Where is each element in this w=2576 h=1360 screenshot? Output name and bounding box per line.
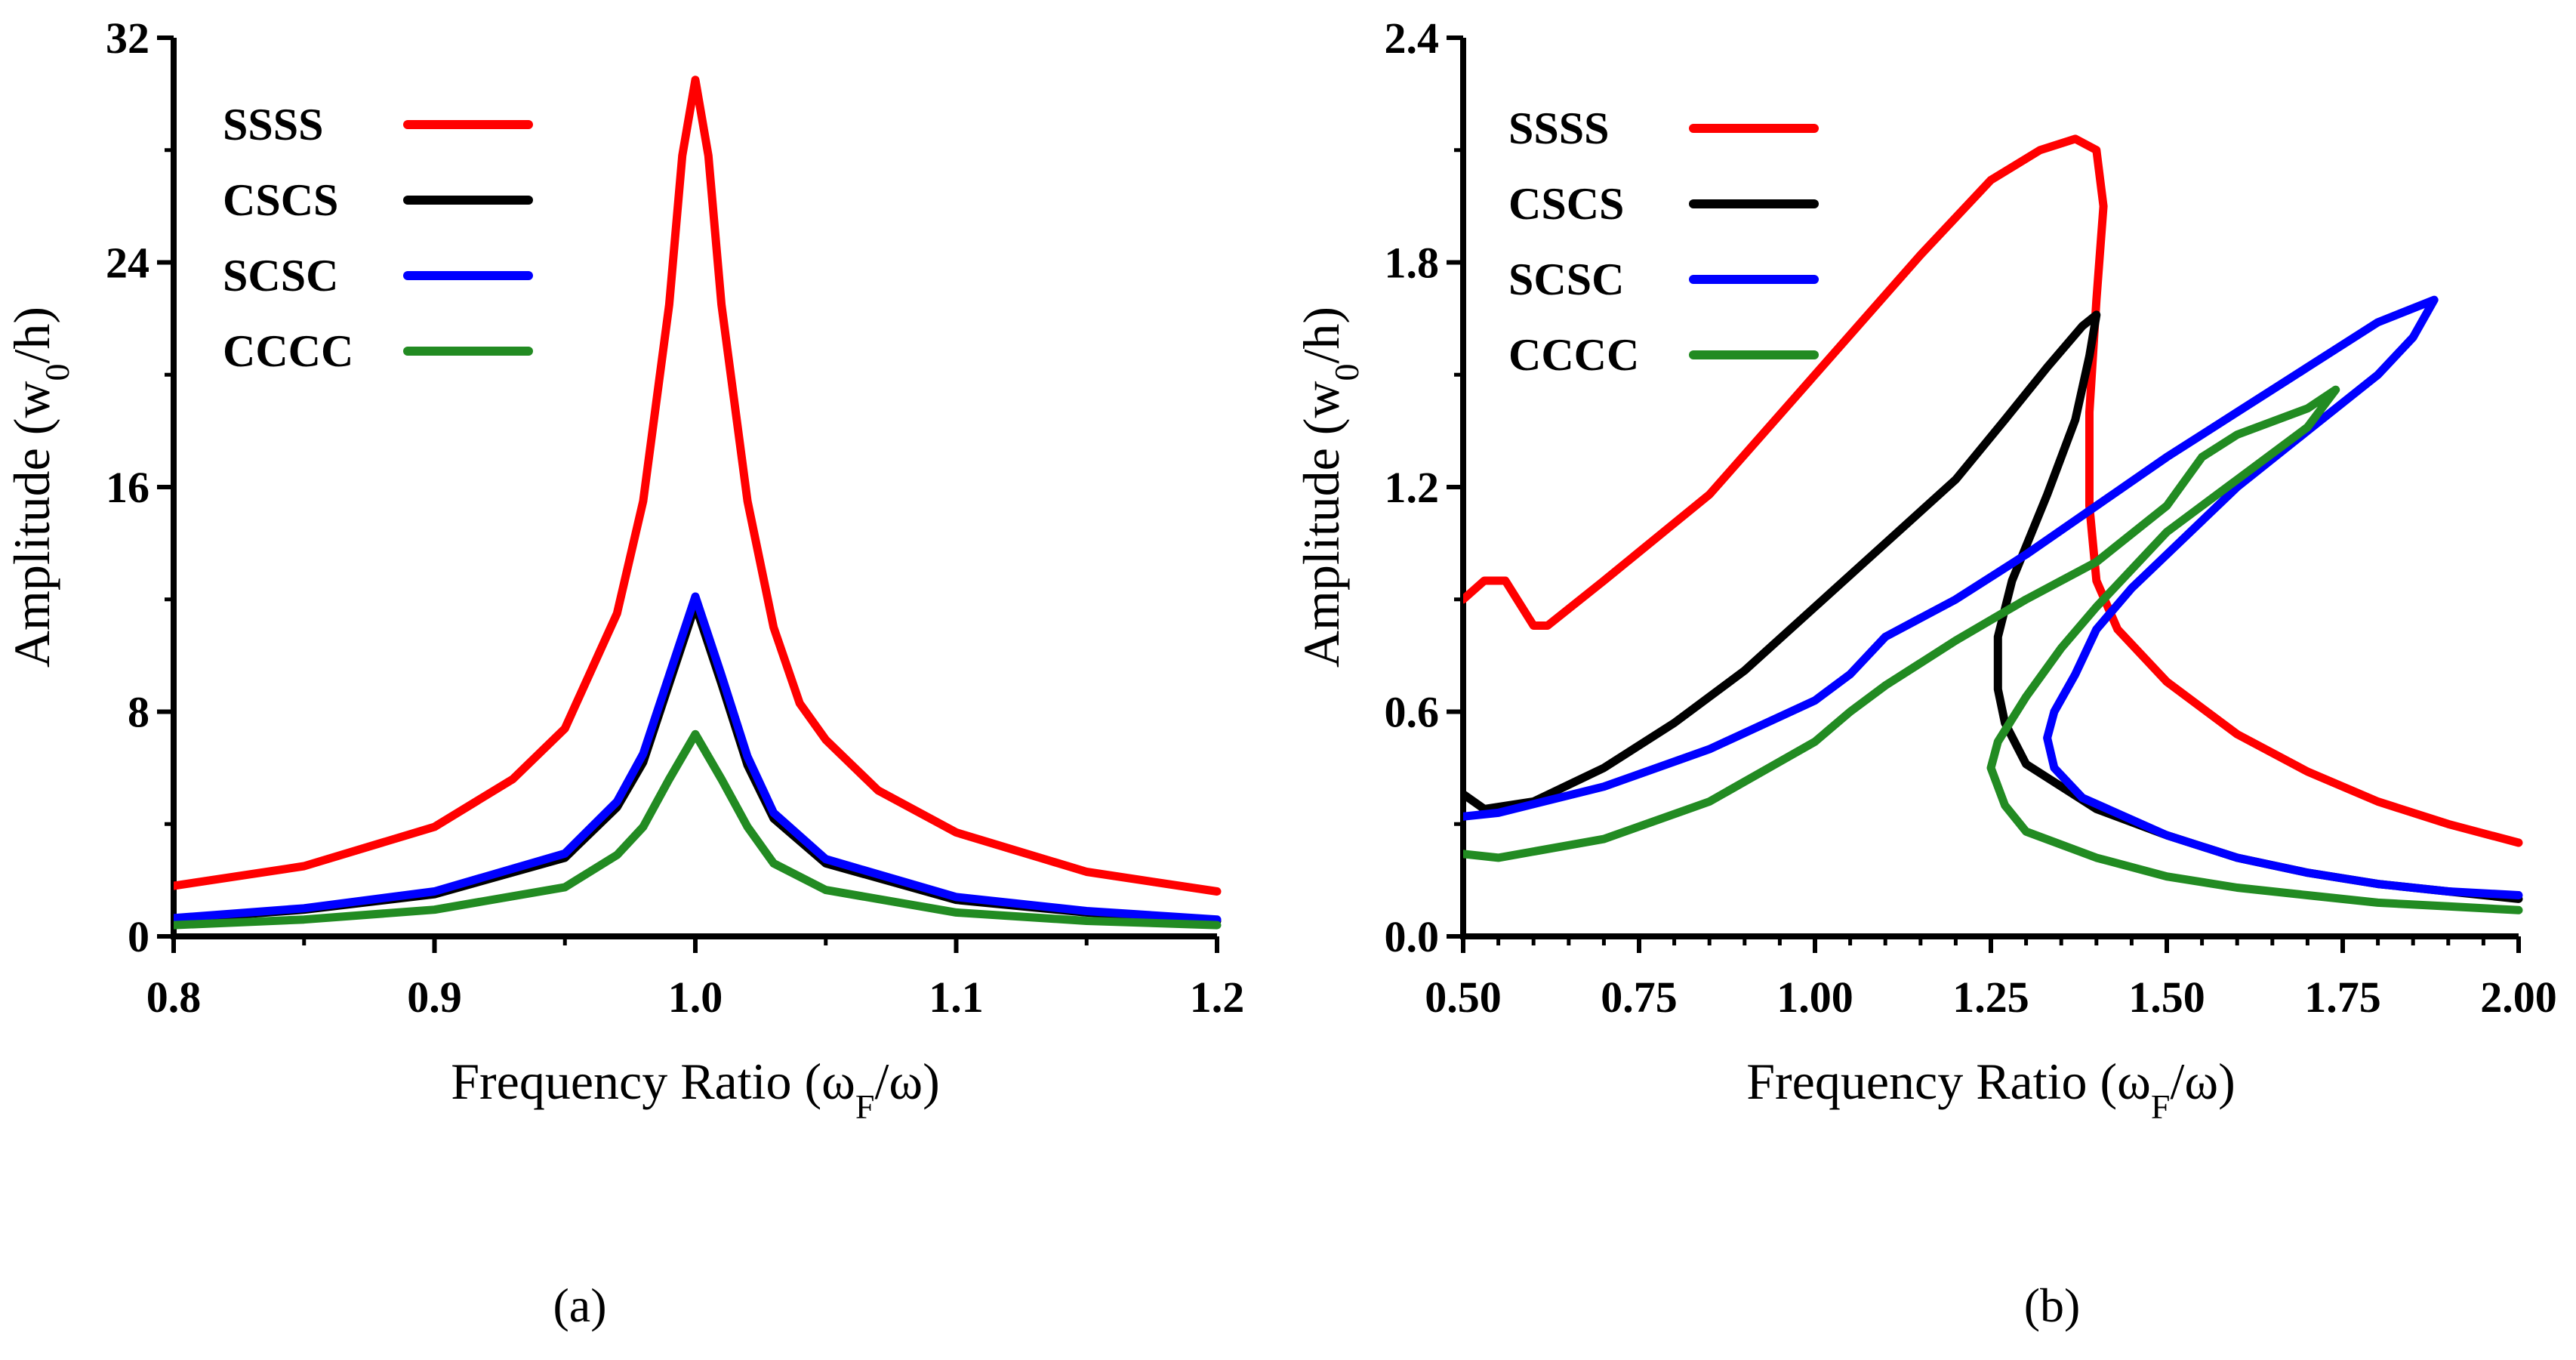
y-axis-title: Amplitude (w0/h): [3, 307, 76, 668]
x-tick-label: 1.2: [1190, 973, 1245, 1022]
y-tick-label: 0: [128, 912, 149, 961]
legend-label: CCCC: [223, 326, 353, 376]
x-tick-label: 0.8: [146, 973, 202, 1022]
x-axis-title: Frequency Ratio (ωF/ω): [451, 1053, 940, 1126]
y-tick-label: 0.0: [1385, 912, 1440, 961]
legend: SSSS CSCS SCSC CCCC: [1508, 103, 1819, 380]
series-line-ssss: [1463, 134, 2523, 847]
panel-label-a: (a): [553, 1278, 606, 1332]
y-tick-label: 16: [106, 463, 149, 512]
series-line-cccc: [1463, 385, 2523, 914]
x-tick-label: 1.00: [1776, 973, 1853, 1022]
series-line-scsc: [174, 592, 1222, 924]
series-line-cccc: [174, 729, 1222, 930]
x-tick-label: 0.50: [1425, 973, 1502, 1022]
y-tick-label: 8: [128, 688, 149, 737]
legend-label: SSSS: [223, 100, 323, 150]
x-tick-label: 1.1: [929, 973, 984, 1022]
series-line-cscs: [174, 600, 1222, 925]
y-tick-label: 1.8: [1385, 239, 1440, 288]
chart-panel-b: 0.50 0.75 1.00 1.25 1.50 1.75 2.00 0.0 0.6 1.2 1.8…: [1293, 14, 2557, 1126]
y-tick-label: 0.6: [1385, 688, 1440, 737]
x-tick-label: 1.25: [1952, 973, 2029, 1022]
x-tick-label: 1.0: [668, 973, 723, 1022]
series-line-cscs: [1463, 310, 2523, 903]
x-axis-title: Frequency Ratio (ωF/ω): [1746, 1053, 2236, 1126]
y-tick-label: 2.4: [1385, 14, 1440, 63]
legend: SSSS CSCS SCSC CCCC: [223, 100, 533, 376]
y-tick-label: 32: [106, 14, 149, 63]
y-tick-label: 1.2: [1385, 463, 1440, 512]
chart-panel-a: 0.8 0.9 1.0 1.1 1.2 0 8 16 24 32 Frequency Ratio (…: [3, 14, 1244, 1126]
legend-label: SCSC: [223, 251, 338, 301]
legend-label: CCCC: [1508, 330, 1639, 380]
x-tick-label: 0.75: [1601, 973, 1678, 1022]
x-tick-label: 0.9: [407, 973, 462, 1022]
legend-label: SCSC: [1508, 254, 1624, 304]
legend-label: SSSS: [1508, 103, 1609, 153]
legend-label: CSCS: [223, 175, 338, 225]
series-line-ssss: [174, 76, 1222, 896]
x-tick-label: 2.00: [2480, 973, 2557, 1022]
y-axis-title: Amplitude (w0/h): [1293, 307, 1366, 668]
legend-label: CSCS: [1508, 179, 1624, 229]
panel-label-b: (b): [2024, 1278, 2081, 1332]
y-tick-label: 24: [106, 239, 149, 288]
series-line-scsc: [1463, 295, 2523, 899]
x-tick-label: 1.75: [2304, 973, 2381, 1022]
x-tick-label: 1.50: [2128, 973, 2205, 1022]
